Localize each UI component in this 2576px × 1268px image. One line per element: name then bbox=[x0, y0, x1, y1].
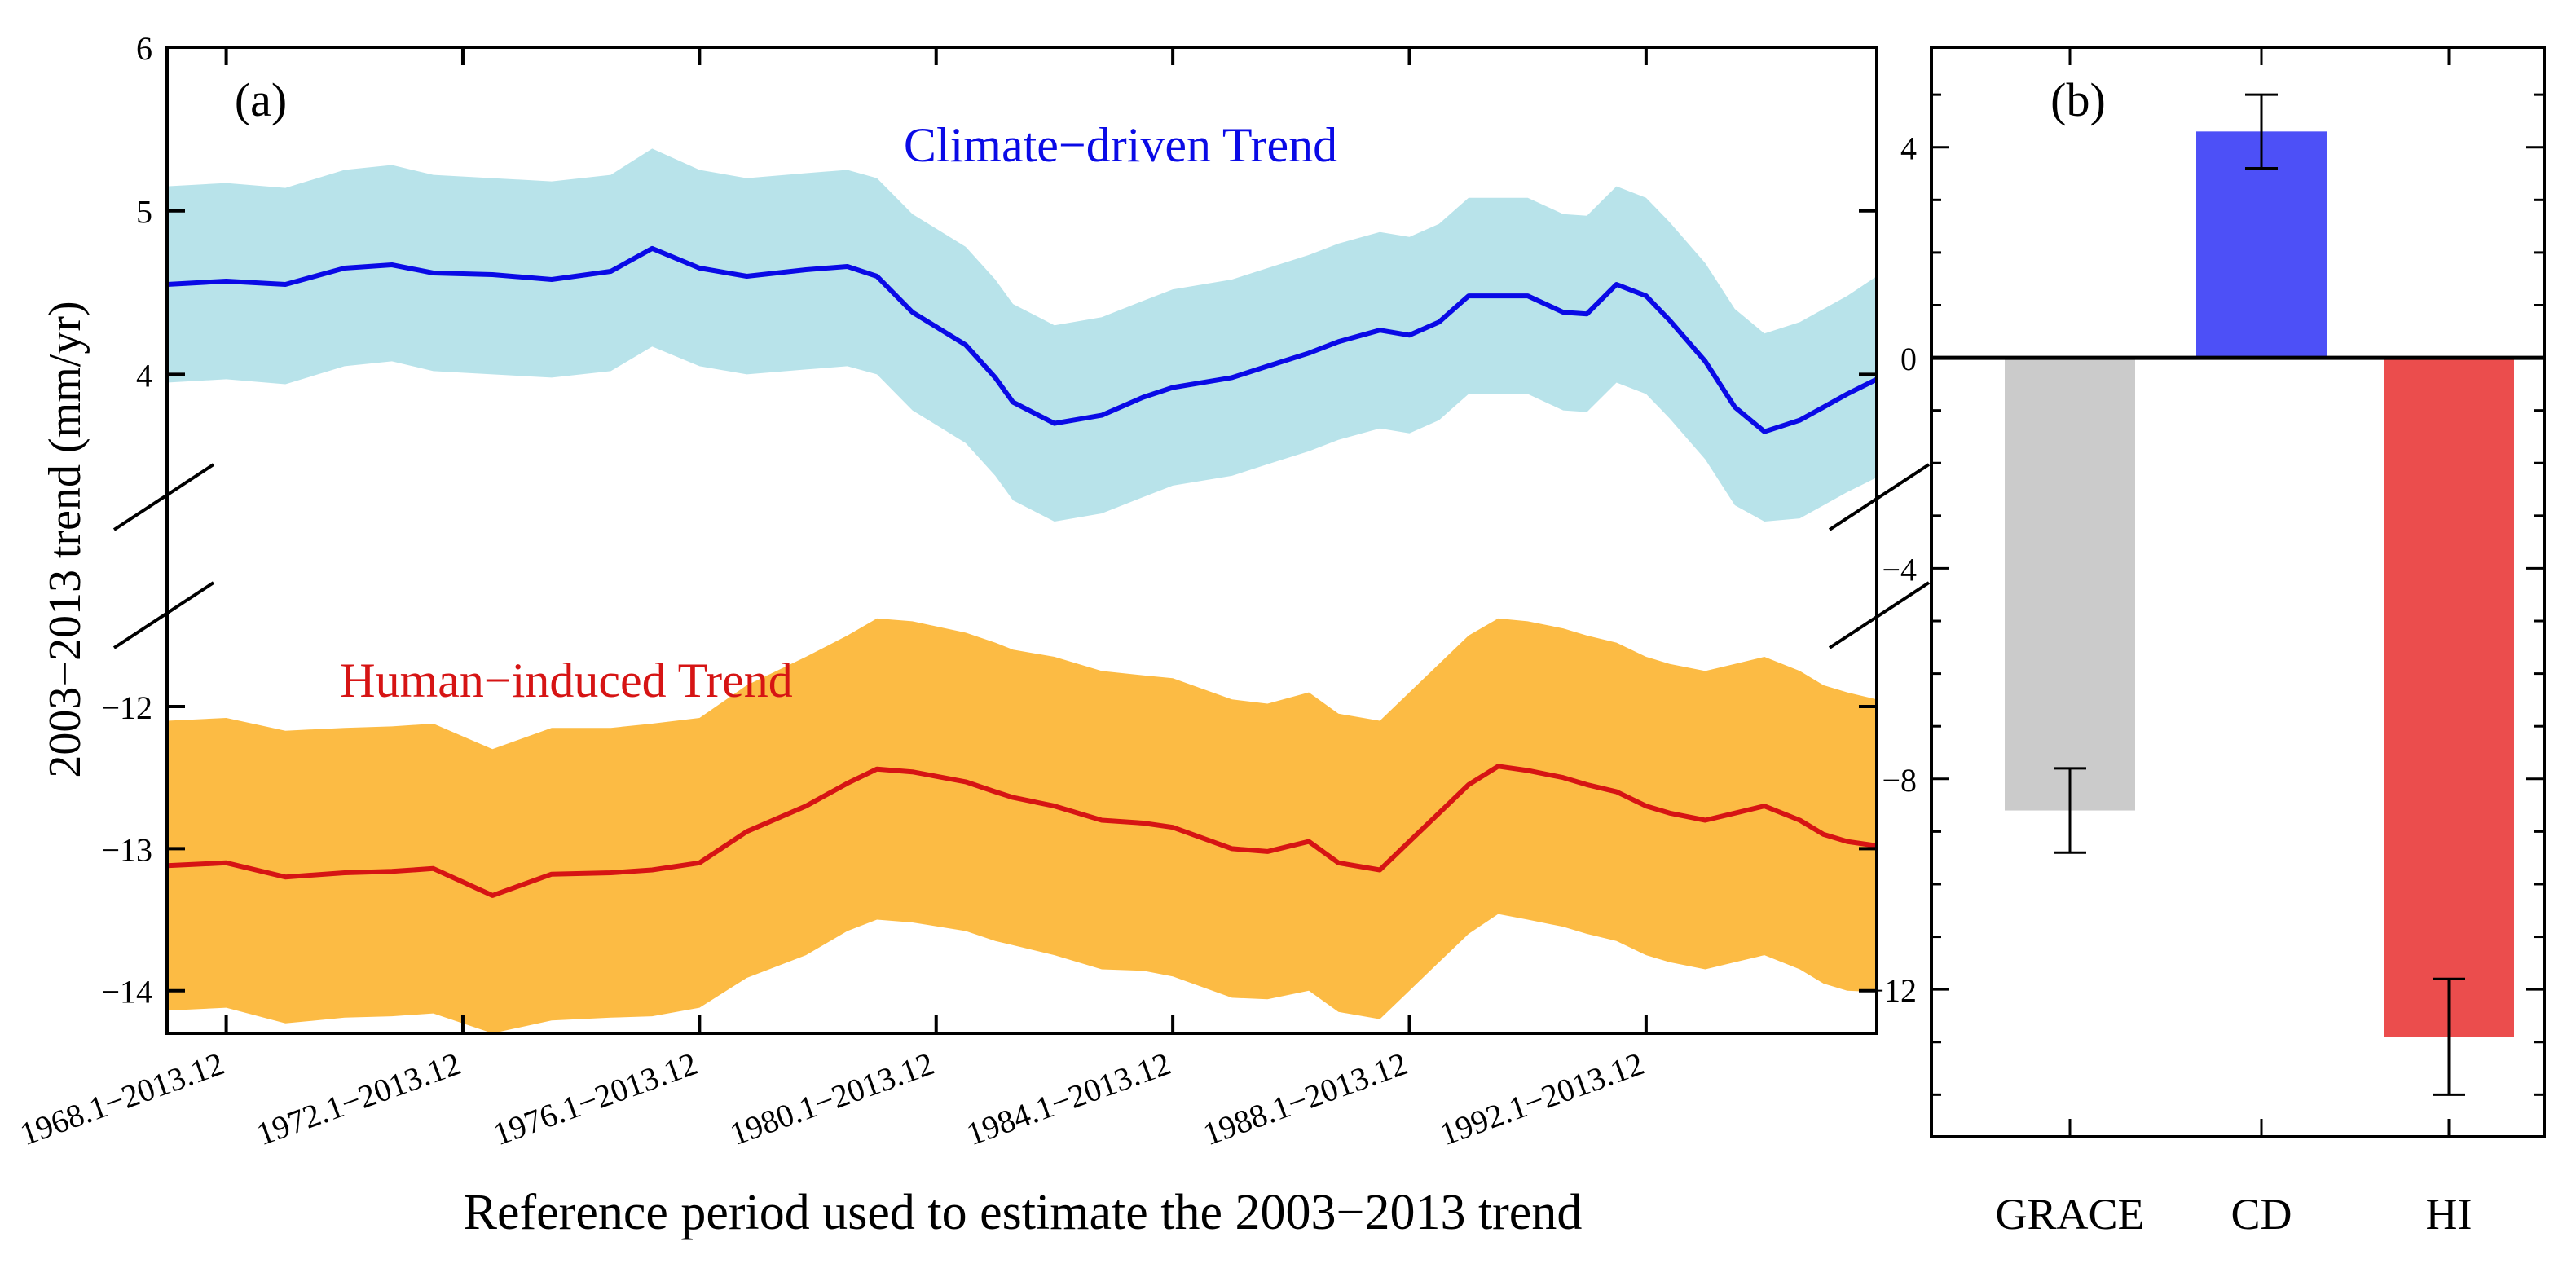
bar-hi bbox=[2384, 358, 2514, 1037]
x-tick-label: 1984.1−2013.12 bbox=[962, 1045, 1175, 1152]
panel-a: 4 5 6 −14 −13 −12 1968.1−2013.12 1972.1−2013.1… bbox=[15, 30, 1931, 1240]
bar-grace bbox=[2005, 358, 2135, 811]
panel-b: −12 −8 −4 0 4 GRACE CD HI (b) bbox=[1865, 46, 2546, 1239]
b-y-tick-label: 0 bbox=[1900, 341, 1917, 377]
x-tick-label: 1968.1−2013.12 bbox=[15, 1045, 229, 1152]
panel-b-frame bbox=[1930, 46, 2546, 1138]
hi-series-label: Human−induced Trend bbox=[340, 654, 792, 707]
x-tick-label: 1972.1−2013.12 bbox=[252, 1045, 465, 1152]
hi-uncertainty-band bbox=[167, 618, 1877, 1033]
b-category-label: CD bbox=[2230, 1190, 2292, 1239]
b-category-label: GRACE bbox=[1995, 1190, 2144, 1239]
y-axis-label: 2003−2013 trend (mm/yr) bbox=[40, 301, 90, 777]
b-y-tick-label: −4 bbox=[1882, 551, 1917, 588]
y-tick-label: −14 bbox=[101, 974, 152, 1010]
y-tick-label: 4 bbox=[136, 357, 152, 394]
x-tick-label: 1992.1−2013.12 bbox=[1435, 1045, 1649, 1152]
panel-a-label: (a) bbox=[235, 73, 287, 126]
cd-series-label: Climate−driven Trend bbox=[904, 118, 1337, 172]
x-axis-label: Reference period used to estimate the 20… bbox=[464, 1185, 1583, 1240]
x-tick-label: 1980.1−2013.12 bbox=[725, 1045, 939, 1152]
b-y-tick-label: 4 bbox=[1900, 130, 1917, 167]
b-y-tick-label: −12 bbox=[1865, 972, 1917, 1009]
panel-b-label: (b) bbox=[2050, 73, 2106, 126]
panel-a-frame bbox=[165, 46, 1878, 1035]
axis-break-marks bbox=[112, 463, 1931, 649]
y-tick-label: 6 bbox=[136, 30, 152, 67]
hi-trend-line bbox=[166, 764, 1878, 898]
b-category-label: HI bbox=[2426, 1190, 2473, 1239]
x-tick-label: 1988.1−2013.12 bbox=[1198, 1045, 1411, 1152]
y-tick-label: −12 bbox=[101, 689, 152, 726]
b-y-tick-label: −8 bbox=[1882, 762, 1917, 799]
y-tick-label: −13 bbox=[101, 831, 152, 868]
cd-trend-line bbox=[166, 245, 1878, 434]
y-tick-label: 5 bbox=[136, 194, 152, 231]
cd-uncertainty-band bbox=[167, 148, 1877, 522]
x-tick-label: 1976.1−2013.12 bbox=[488, 1045, 702, 1152]
